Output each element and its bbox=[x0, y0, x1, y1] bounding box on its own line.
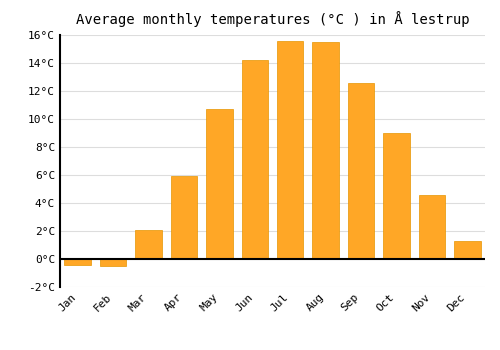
Bar bbox=[348, 83, 374, 259]
Bar bbox=[454, 241, 480, 259]
Bar bbox=[383, 133, 409, 259]
Bar bbox=[418, 195, 445, 259]
Bar bbox=[312, 42, 339, 259]
Bar bbox=[277, 41, 303, 259]
Bar bbox=[136, 230, 162, 259]
Bar bbox=[170, 176, 197, 259]
Bar bbox=[242, 60, 268, 259]
Bar bbox=[64, 259, 91, 265]
Bar bbox=[206, 109, 233, 259]
Title: Average monthly temperatures (°C ) in Å lestrup: Average monthly temperatures (°C ) in Å … bbox=[76, 11, 469, 27]
Bar bbox=[100, 259, 126, 266]
